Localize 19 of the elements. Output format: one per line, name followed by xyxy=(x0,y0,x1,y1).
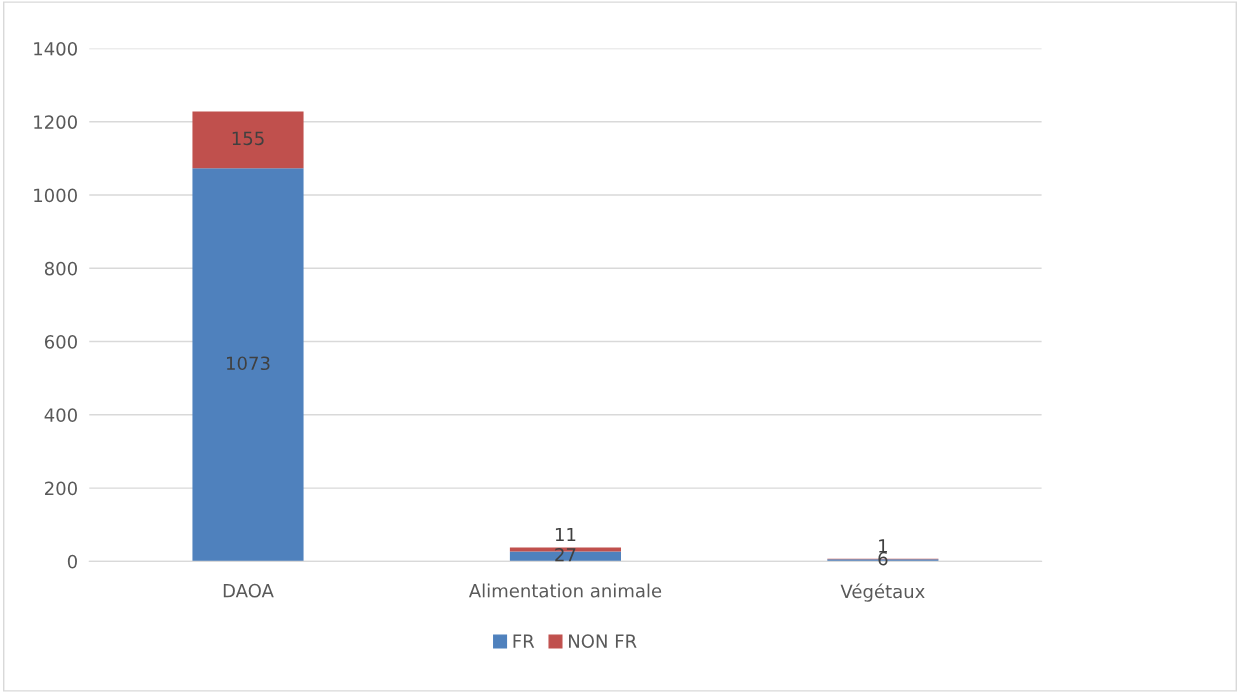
legend-label: FR xyxy=(513,634,535,648)
x-tick-label: Végétaux xyxy=(840,583,925,602)
y-tick-label: 600 xyxy=(44,335,77,349)
bar xyxy=(192,168,304,562)
data-label: 11 xyxy=(555,527,576,542)
bar xyxy=(192,111,304,169)
data-label: 1073 xyxy=(227,356,270,371)
y-tick-label: 1200 xyxy=(34,115,77,129)
y-tick-label: 400 xyxy=(44,408,77,422)
y-tick-label: 0 xyxy=(67,554,77,569)
legend-label: NON FR xyxy=(569,634,637,648)
y-tick-label: 800 xyxy=(44,261,77,276)
x-tick-label: DAOA xyxy=(223,583,274,598)
y-tick-label: 200 xyxy=(45,481,77,496)
data-label: 1 xyxy=(879,539,887,553)
data-label: 155 xyxy=(232,131,264,146)
x-tick-label: Alimentation animale xyxy=(468,583,662,598)
y-tick-label: 1000 xyxy=(34,188,77,203)
y-tick-label: 1400 xyxy=(34,41,77,56)
